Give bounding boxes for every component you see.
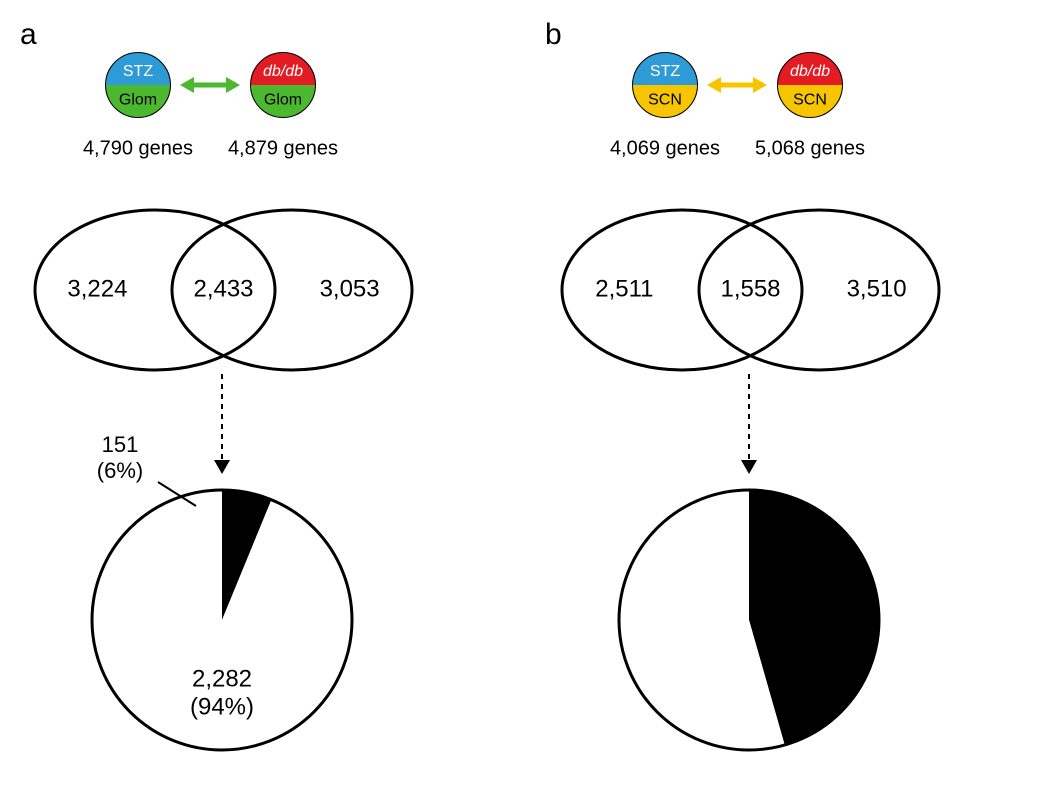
svg-text:(46%): (46%) <box>661 625 722 651</box>
svg-text:1,558: 1,558 <box>720 275 780 302</box>
figure-canvas: a STZ Glom db/db Glom 4,790 genes 4,879 genes 3… <box>0 0 1050 804</box>
svg-text:3,510: 3,510 <box>847 275 907 302</box>
svg-text:STZ: STZ <box>123 63 153 80</box>
svg-text:Glom: Glom <box>264 92 302 109</box>
svg-text:4,790 genes: 4,790 genes <box>83 137 193 159</box>
figure-svg: a STZ Glom db/db Glom 4,790 genes 4,879 genes 3… <box>0 0 1050 804</box>
svg-text:SCN: SCN <box>793 92 827 109</box>
svg-text:4,069 genes: 4,069 genes <box>610 137 720 159</box>
svg-text:STZ: STZ <box>650 63 680 80</box>
svg-text:3,053: 3,053 <box>320 275 380 302</box>
svg-text:5,068 genes: 5,068 genes <box>755 137 865 159</box>
svg-text:151: 151 <box>102 432 139 457</box>
svg-text:b: b <box>545 18 562 51</box>
svg-text:2,433: 2,433 <box>193 275 253 302</box>
svg-text:(94%): (94%) <box>190 693 254 720</box>
svg-text:3,224: 3,224 <box>67 275 127 302</box>
svg-text:a: a <box>20 18 37 51</box>
svg-text:(6%): (6%) <box>97 458 143 483</box>
svg-text:2,282: 2,282 <box>192 665 252 692</box>
svg-text:SCN: SCN <box>648 92 682 109</box>
svg-text:db/db: db/db <box>790 63 830 80</box>
svg-text:4,879 genes: 4,879 genes <box>228 137 338 159</box>
svg-text:Glom: Glom <box>119 92 157 109</box>
svg-text:710: 710 <box>673 597 711 623</box>
svg-text:2,511: 2,511 <box>595 275 653 302</box>
svg-text:db/db: db/db <box>263 63 303 80</box>
svg-text:848: 848 <box>793 597 831 623</box>
svg-text:(54%): (54%) <box>781 625 842 651</box>
